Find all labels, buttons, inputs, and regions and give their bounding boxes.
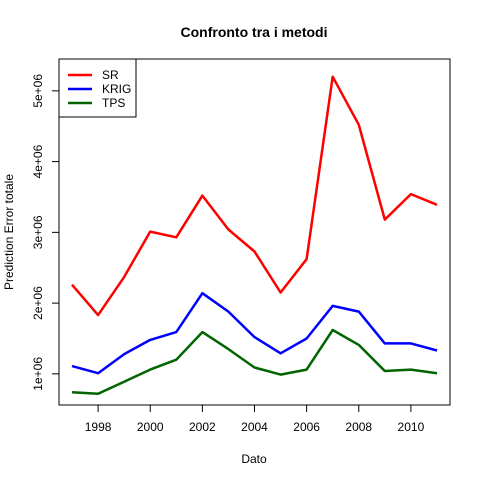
x-tick-label: 2000 bbox=[137, 420, 164, 434]
legend-label-tps: TPS bbox=[102, 96, 125, 110]
y-tick-label: 1e+06 bbox=[31, 357, 45, 391]
x-axis-label: Dato bbox=[241, 452, 267, 466]
x-tick-label: 2004 bbox=[241, 420, 268, 434]
y-axis-label: Prediction Error totale bbox=[2, 174, 16, 290]
legend-label-sr: SR bbox=[102, 68, 119, 82]
series-line-tps bbox=[71, 328, 438, 395]
y-tick-label: 5e+06 bbox=[31, 74, 45, 108]
series-layer bbox=[71, 75, 438, 395]
x-tick-label: 1998 bbox=[85, 420, 112, 434]
legend-label-krig: KRIG bbox=[102, 82, 131, 96]
y-tick-label: 3e+06 bbox=[31, 215, 45, 249]
y-tick-label: 4e+06 bbox=[31, 144, 45, 178]
y-tick-label: 2e+06 bbox=[31, 286, 45, 320]
x-tick-label: 2006 bbox=[293, 420, 320, 434]
series-line-krig bbox=[71, 291, 438, 375]
series-line-sr bbox=[71, 75, 438, 317]
chart-title: Confronto tra i metodi bbox=[181, 24, 328, 40]
x-tick-label: 2002 bbox=[189, 420, 216, 434]
x-tick-label: 2008 bbox=[345, 420, 372, 434]
y-axis: 1e+06 2e+06 3e+06 4e+06 5e+06 bbox=[31, 74, 60, 391]
x-tick-label: 2010 bbox=[398, 420, 425, 434]
x-axis: 1998 2000 2002 2004 2006 2008 2010 bbox=[85, 404, 425, 434]
